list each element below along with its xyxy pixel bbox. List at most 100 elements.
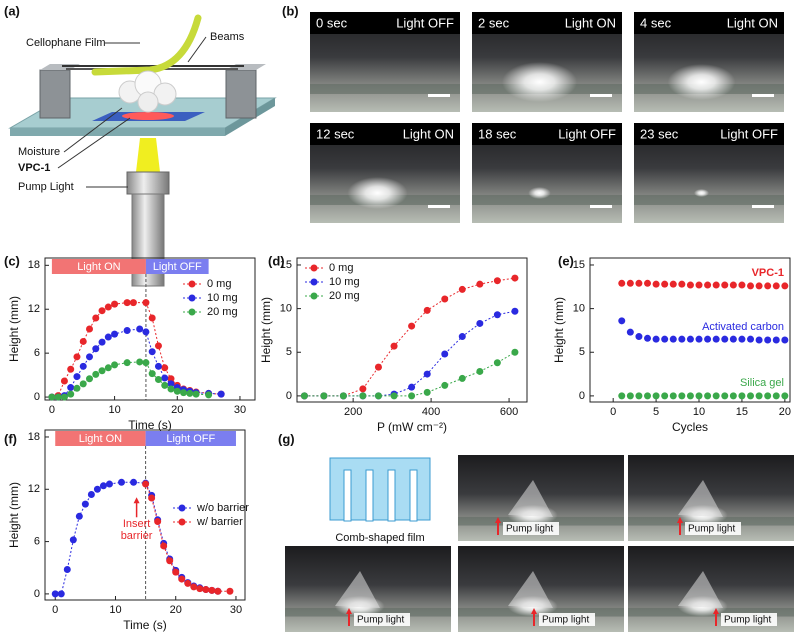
y-tick-label: 10	[573, 303, 585, 315]
data-point	[81, 500, 89, 508]
data-point	[148, 494, 156, 502]
data-point	[781, 282, 789, 290]
y-tick-label: 10	[280, 303, 292, 315]
scale-bar	[590, 205, 612, 208]
panel-label: (c)	[4, 253, 20, 268]
scale-bar	[428, 205, 450, 208]
data-point	[93, 485, 101, 493]
data-point	[154, 342, 162, 350]
film-flap	[678, 480, 723, 517]
data-point	[359, 385, 367, 393]
data-point	[167, 375, 175, 383]
data-point	[626, 279, 634, 287]
data-point	[73, 373, 81, 381]
data-point	[695, 281, 703, 289]
x-tick-label: 0	[610, 406, 616, 418]
light-glow	[667, 64, 736, 100]
data-point	[67, 384, 75, 392]
data-point	[73, 384, 81, 392]
data-point	[669, 392, 677, 400]
data-point	[476, 319, 484, 327]
photo-status: Light OFF	[558, 126, 616, 141]
comb-caption: Comb-shaped film	[335, 532, 424, 544]
data-point	[172, 568, 180, 576]
data-point	[511, 307, 519, 315]
data-point	[98, 338, 106, 346]
data-point	[686, 335, 694, 343]
data-point	[154, 518, 162, 526]
data-point	[781, 336, 789, 344]
y-tick-label: 18	[28, 259, 40, 271]
data-point	[339, 392, 347, 400]
light-glow	[502, 62, 577, 102]
scale-bar	[752, 94, 774, 97]
x-tick-label: 30	[234, 404, 246, 416]
data-point	[166, 557, 174, 565]
data-point	[98, 367, 106, 375]
pump-arrow-head	[677, 517, 683, 523]
data-point	[738, 335, 746, 343]
data-point	[764, 336, 772, 344]
y-axis-label: Height (mm)	[552, 297, 566, 363]
schematic-label: Cellophane Film	[26, 37, 105, 49]
data-point	[747, 282, 755, 290]
x-tick-label: 20	[779, 406, 791, 418]
span-band	[145, 431, 236, 446]
data-point	[104, 303, 112, 311]
data-point	[205, 391, 213, 399]
x-tick-label: 0	[52, 604, 58, 616]
data-point	[130, 478, 138, 486]
pump-label: Pump light	[542, 615, 589, 626]
photo-time: 4 sec	[640, 15, 672, 30]
data-point	[154, 376, 162, 384]
photo-label-bar	[310, 12, 460, 34]
data-point	[86, 375, 94, 383]
data-point	[423, 370, 431, 378]
data-point	[148, 314, 156, 322]
light-glow	[347, 177, 408, 209]
data-point	[92, 370, 100, 378]
data-point	[441, 381, 449, 389]
data-point	[652, 280, 660, 288]
x-tick-label: 200	[344, 406, 362, 418]
comb-slot	[387, 469, 396, 522]
panel-label: (d)	[268, 253, 285, 268]
data-point	[60, 393, 68, 401]
data-point	[104, 364, 112, 372]
data-point	[87, 491, 95, 499]
pump-label: Pump light	[506, 524, 553, 535]
series-label: VPC-1	[752, 267, 784, 279]
film-flap	[508, 480, 553, 517]
data-point	[142, 480, 150, 488]
schematic-label: Moisture	[18, 146, 60, 158]
data-point	[202, 586, 210, 594]
data-point	[111, 361, 119, 369]
span-label: Light ON	[79, 433, 122, 445]
data-point	[661, 335, 669, 343]
data-point	[184, 579, 192, 587]
data-point	[320, 392, 328, 400]
data-point	[79, 380, 87, 388]
data-point	[67, 365, 75, 373]
y-tick-label: 0	[286, 390, 292, 402]
legend-marker	[188, 294, 196, 302]
data-point	[626, 328, 634, 336]
data-point	[695, 392, 703, 400]
pump-arrow-head	[713, 608, 719, 614]
plot-frame	[44, 257, 256, 401]
data-point	[186, 389, 194, 397]
data-point	[493, 359, 501, 367]
data-point	[111, 330, 119, 338]
pump-label-box	[721, 613, 777, 626]
data-point	[458, 333, 466, 341]
data-point	[129, 299, 137, 307]
x-axis-label: Time (s)	[128, 418, 172, 432]
pump-label: Pump light	[688, 524, 735, 535]
comb-slot	[343, 469, 352, 522]
data-point	[721, 281, 729, 289]
data-point	[704, 392, 712, 400]
data-point	[217, 390, 225, 398]
schematic-label: Beams	[210, 31, 245, 43]
photo-label-bar	[472, 123, 622, 145]
y-axis-label: Height (mm)	[7, 296, 21, 362]
